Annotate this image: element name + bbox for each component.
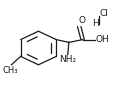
Text: H: H: [92, 19, 99, 28]
Text: OH: OH: [96, 35, 110, 44]
Text: CH₃: CH₃: [3, 66, 18, 75]
Text: O: O: [79, 16, 86, 25]
Text: Cl: Cl: [99, 9, 108, 18]
Text: NH₂: NH₂: [59, 55, 76, 64]
